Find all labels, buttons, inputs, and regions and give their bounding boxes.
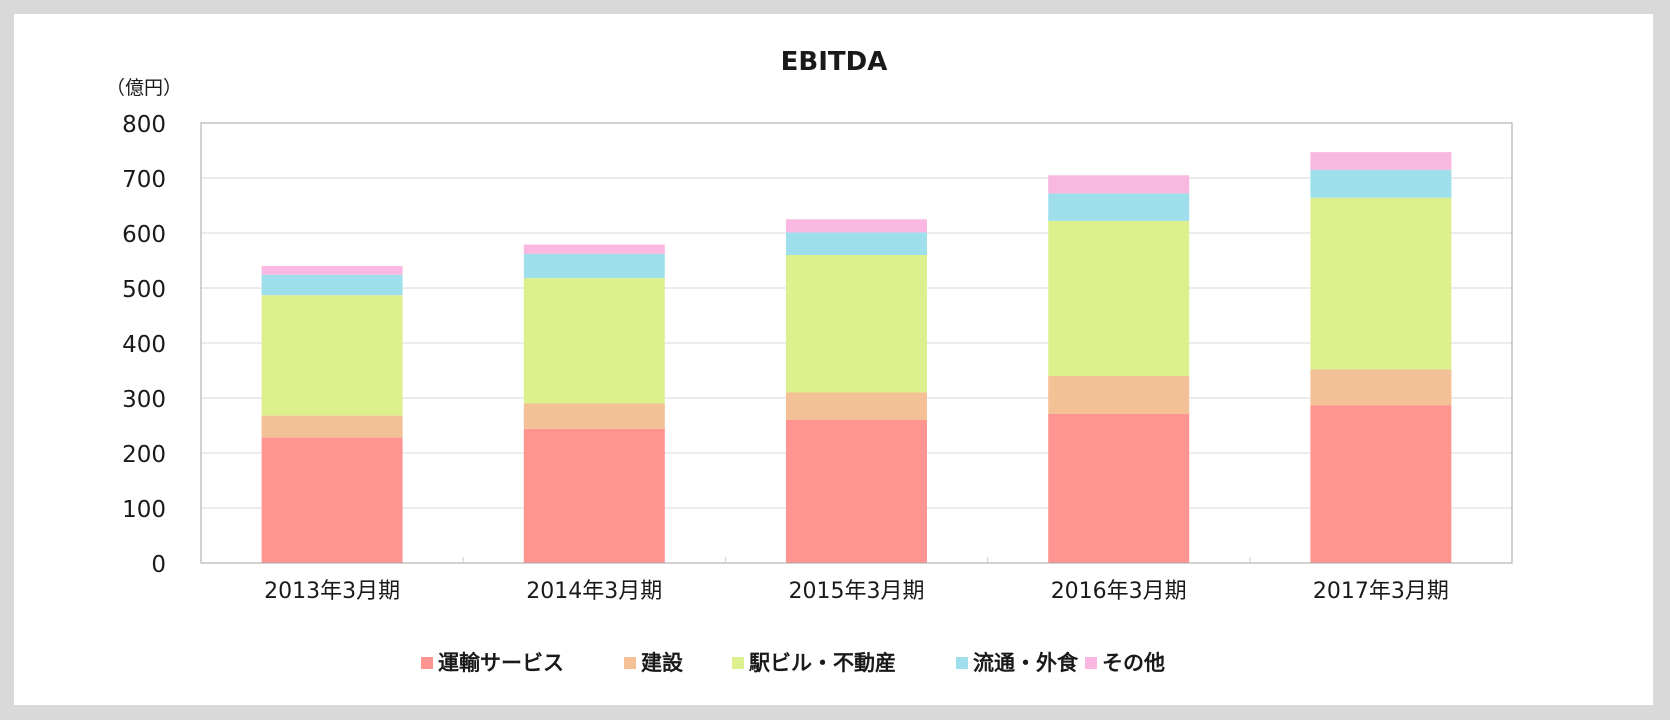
bar-segment xyxy=(261,415,403,438)
bar-segment xyxy=(786,420,927,563)
y-axis-unit-label: （億円） xyxy=(106,77,182,99)
y-tick-label: 700 xyxy=(122,167,166,193)
legend-swatch xyxy=(1085,657,1097,669)
bar-segment xyxy=(1048,376,1190,414)
bar-segment xyxy=(261,274,403,296)
bar-segment xyxy=(1310,169,1452,198)
legend-swatch xyxy=(956,657,968,669)
legend-swatch xyxy=(732,657,744,669)
bar-segment xyxy=(523,403,665,429)
y-tick-label: 0 xyxy=(151,552,166,578)
bar-segment xyxy=(786,232,927,255)
x-tick-label: 2016年3月期 xyxy=(1051,579,1187,604)
bar-segment xyxy=(786,219,927,233)
legend-label: 駅ビル・不動産 xyxy=(749,651,896,675)
bar-segment xyxy=(1048,175,1190,194)
x-tick-label: 2017年3月期 xyxy=(1313,579,1449,604)
x-tick-label: 2013年3月期 xyxy=(264,579,400,604)
bar-segment xyxy=(1310,369,1452,406)
bar-segment xyxy=(1310,197,1452,370)
bar-segment xyxy=(261,266,403,275)
legend: 運輸サービス 建設 駅ビル・不動産 流通・外食 その他 xyxy=(421,651,1165,675)
bar-segment xyxy=(786,255,927,393)
legend-label: 流通・外食 xyxy=(973,651,1079,675)
y-tick-label: 800 xyxy=(122,112,166,138)
y-tick-label: 200 xyxy=(122,442,166,468)
chart-title: EBITDA xyxy=(781,47,888,77)
bar-segment xyxy=(1310,152,1452,170)
bar-segment xyxy=(261,437,403,563)
bar-segment xyxy=(523,428,665,563)
y-axis: 0 100 200 300 400 500 600 700 800 xyxy=(122,112,166,578)
bar-segment xyxy=(1048,413,1190,563)
bar-segment xyxy=(261,295,403,416)
stacked-bars xyxy=(261,152,1452,563)
bar-segment xyxy=(523,244,665,254)
legend-label: 建設 xyxy=(641,651,684,675)
bar-segment xyxy=(523,278,665,404)
bar-segment xyxy=(1048,220,1190,376)
y-tick-label: 100 xyxy=(122,497,166,523)
bar-segment xyxy=(523,253,665,279)
chart-frame: EBITDA （億円） 0 100 200 300 400 500 600 700 800 20… xyxy=(14,14,1653,705)
legend-label: その他 xyxy=(1102,651,1165,675)
plot-area-border xyxy=(200,122,1513,564)
ebitda-chart: EBITDA （億円） 0 100 200 300 400 500 600 700 800 20… xyxy=(106,47,1513,675)
y-tick-label: 500 xyxy=(122,277,166,303)
y-tick-label: 600 xyxy=(122,222,166,248)
legend-swatch xyxy=(624,657,636,669)
x-tick-label: 2014年3月期 xyxy=(526,579,662,604)
legend-label: 運輸サービス xyxy=(438,651,564,675)
bar-segment xyxy=(786,392,927,420)
x-axis: 2013年3月期 2014年3月期 2015年3月期 2016年3月期 2017年3月期 xyxy=(264,557,1449,604)
y-tick-label: 300 xyxy=(122,387,166,413)
bar-segment xyxy=(1048,193,1190,221)
x-tick-label: 2015年3月期 xyxy=(789,579,925,604)
legend-swatch xyxy=(421,657,433,669)
bar-segment xyxy=(1310,405,1452,563)
y-tick-label: 400 xyxy=(122,332,166,358)
